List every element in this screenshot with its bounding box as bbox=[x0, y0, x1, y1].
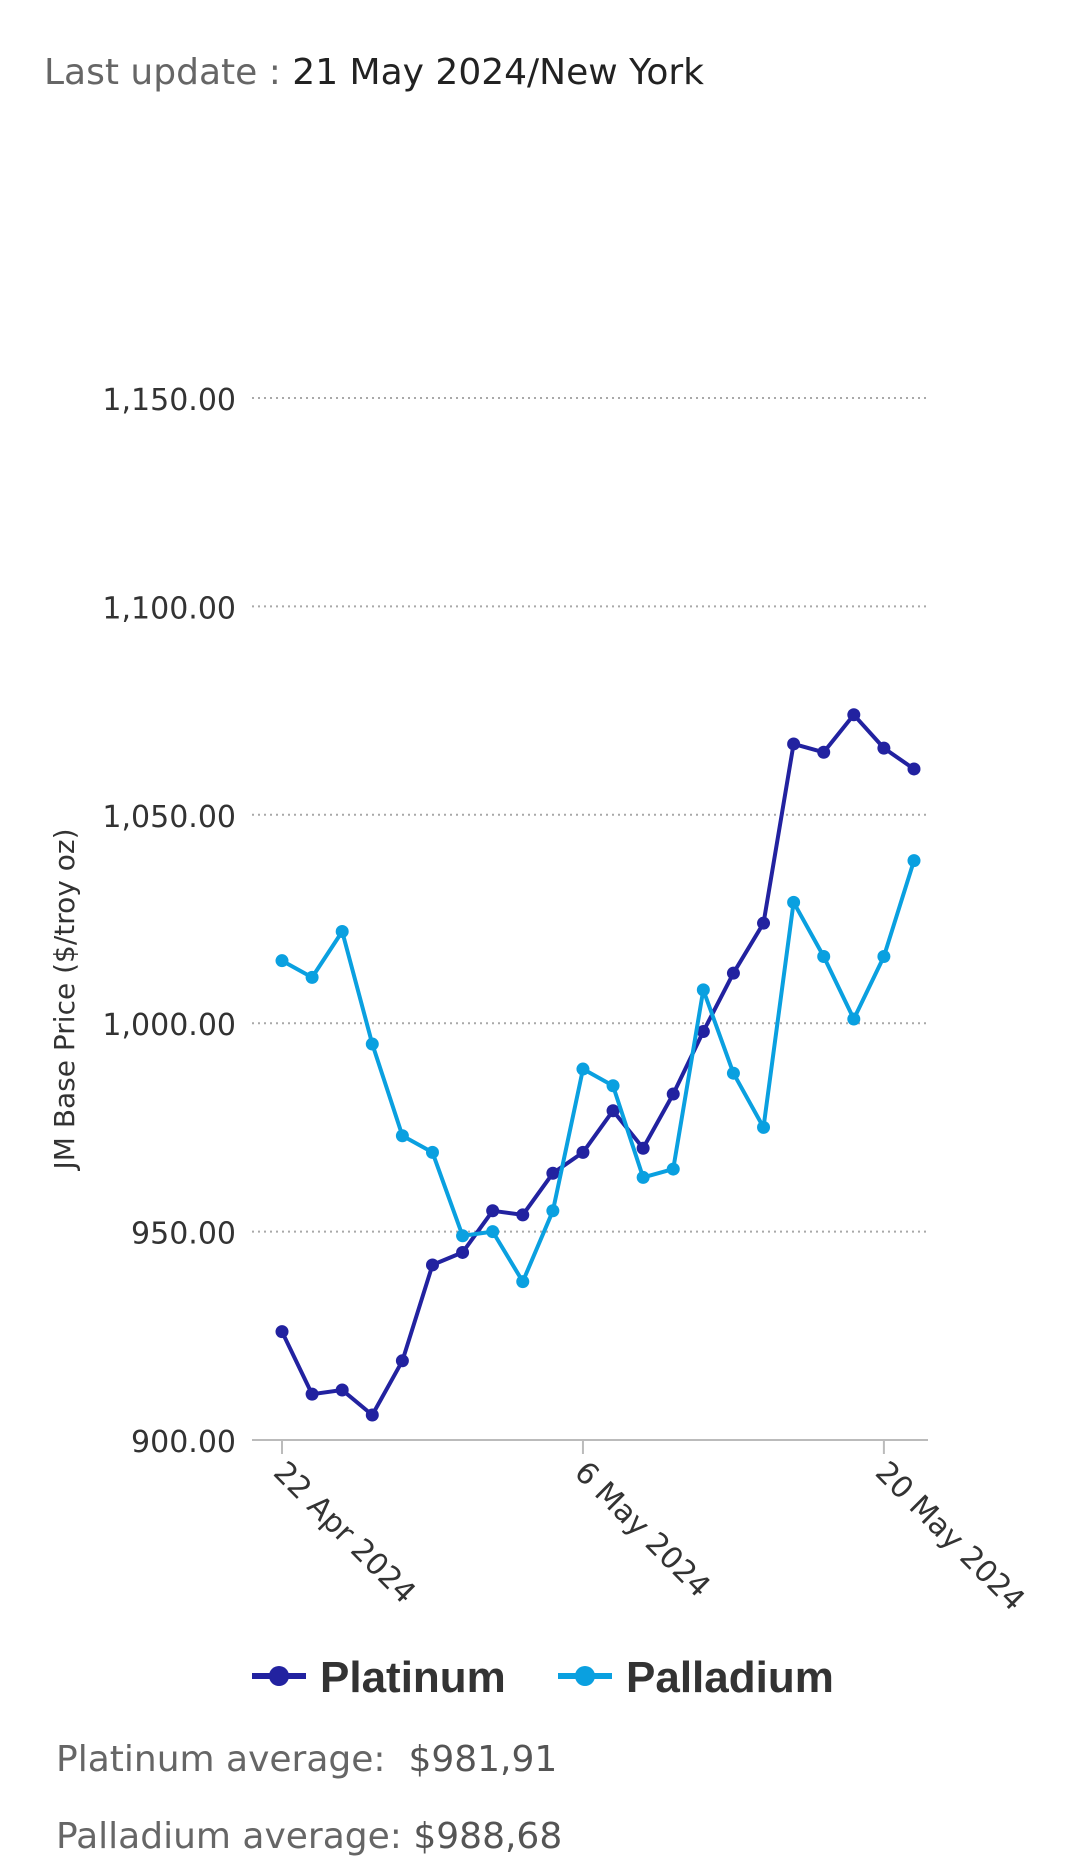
y-tick-label: 1,100.00 bbox=[102, 591, 236, 626]
grid-layer bbox=[252, 397, 928, 1233]
y-tick-label: 900.00 bbox=[131, 1425, 236, 1460]
platinum-point bbox=[335, 1383, 349, 1397]
palladium-line bbox=[281, 860, 916, 1284]
last-update-label: Last update : bbox=[44, 52, 293, 93]
price-chart: 900.00 950.00 1,000.00 1,050.00 1,100.00 1,15… bbox=[48, 383, 1031, 1700]
palladium-point bbox=[817, 950, 831, 964]
palladium-point bbox=[636, 1170, 650, 1184]
y-axis-title: JM Base Price ($/troy oz) bbox=[48, 828, 81, 1171]
platinum-point bbox=[726, 966, 740, 980]
y-tick-label: 950.00 bbox=[131, 1217, 236, 1252]
platinum-point bbox=[817, 745, 831, 759]
palladium-point bbox=[456, 1229, 470, 1243]
palladium-point bbox=[275, 954, 289, 968]
platinum-point bbox=[365, 1408, 379, 1422]
palladium-point bbox=[486, 1225, 500, 1239]
palladium-point bbox=[516, 1275, 530, 1289]
platinum-point bbox=[456, 1245, 470, 1259]
platinum-point bbox=[516, 1208, 530, 1222]
palladium-point bbox=[576, 1062, 590, 1076]
series-layer bbox=[275, 708, 921, 1422]
palladium-point bbox=[335, 925, 349, 939]
y-tick-label: 1,050.00 bbox=[102, 800, 236, 835]
x-tick-label: 22 Apr 2024 bbox=[266, 1455, 422, 1611]
platinum-point bbox=[606, 1104, 620, 1118]
palladium-point bbox=[787, 895, 801, 909]
legend: Platinum Palladium bbox=[252, 1653, 834, 1700]
platinum-point bbox=[576, 1145, 590, 1159]
last-update: Last update : 21 May 2024/New York bbox=[44, 48, 704, 98]
platinum-point bbox=[636, 1141, 650, 1155]
platinum-line bbox=[280, 712, 916, 1417]
palladium-point bbox=[546, 1204, 560, 1218]
palladium-point bbox=[666, 1162, 680, 1176]
platinum-point bbox=[275, 1325, 289, 1339]
platinum-legend-marker bbox=[269, 1666, 289, 1686]
platinum-point bbox=[666, 1087, 680, 1101]
platinum-point bbox=[877, 741, 891, 755]
palladium-average: Palladium average: $988,68 bbox=[56, 1812, 562, 1862]
x-tick-label: 20 May 2024 bbox=[868, 1455, 1031, 1618]
x-tick-label: 6 May 2024 bbox=[567, 1455, 717, 1605]
platinum-average: Platinum average: $981,91 bbox=[56, 1735, 557, 1785]
platinum-point bbox=[757, 916, 771, 930]
platinum-point bbox=[907, 762, 921, 776]
platinum-point bbox=[696, 1025, 710, 1039]
palladium-point bbox=[365, 1037, 379, 1051]
palladium-point bbox=[907, 854, 921, 868]
palladium-point bbox=[696, 983, 710, 997]
platinum-average-value: $981,91 bbox=[408, 1739, 558, 1780]
y-tick-label: 1,000.00 bbox=[102, 1008, 236, 1043]
platinum-average-label: Platinum average: bbox=[56, 1739, 409, 1780]
palladium-legend-marker bbox=[575, 1666, 595, 1686]
platinum-point bbox=[847, 708, 861, 722]
platinum-point bbox=[425, 1258, 439, 1272]
palladium-point bbox=[395, 1129, 409, 1143]
palladium-point bbox=[305, 970, 319, 984]
palladium-legend-label: Palladium bbox=[626, 1653, 834, 1700]
platinum-point bbox=[486, 1204, 500, 1218]
platinum-point bbox=[305, 1387, 319, 1401]
palladium-point bbox=[757, 1120, 771, 1134]
palladium-point bbox=[877, 950, 891, 964]
platinum-point bbox=[395, 1354, 409, 1368]
palladium-point bbox=[425, 1145, 439, 1159]
palladium-average-value: $988,68 bbox=[413, 1816, 563, 1857]
y-tick-label: 1,150.00 bbox=[102, 383, 236, 418]
palladium-average-label: Palladium average: bbox=[56, 1816, 414, 1857]
platinum-legend-label: Platinum bbox=[320, 1653, 506, 1700]
platinum-point bbox=[787, 737, 801, 751]
axis-layer: 900.00 950.00 1,000.00 1,050.00 1,100.00 1,15… bbox=[48, 383, 1031, 1618]
palladium-point bbox=[726, 1066, 740, 1080]
platinum-point bbox=[546, 1166, 560, 1180]
palladium-point bbox=[847, 1012, 861, 1026]
last-update-value: 21 May 2024/New York bbox=[292, 52, 705, 93]
palladium-point bbox=[606, 1079, 620, 1093]
